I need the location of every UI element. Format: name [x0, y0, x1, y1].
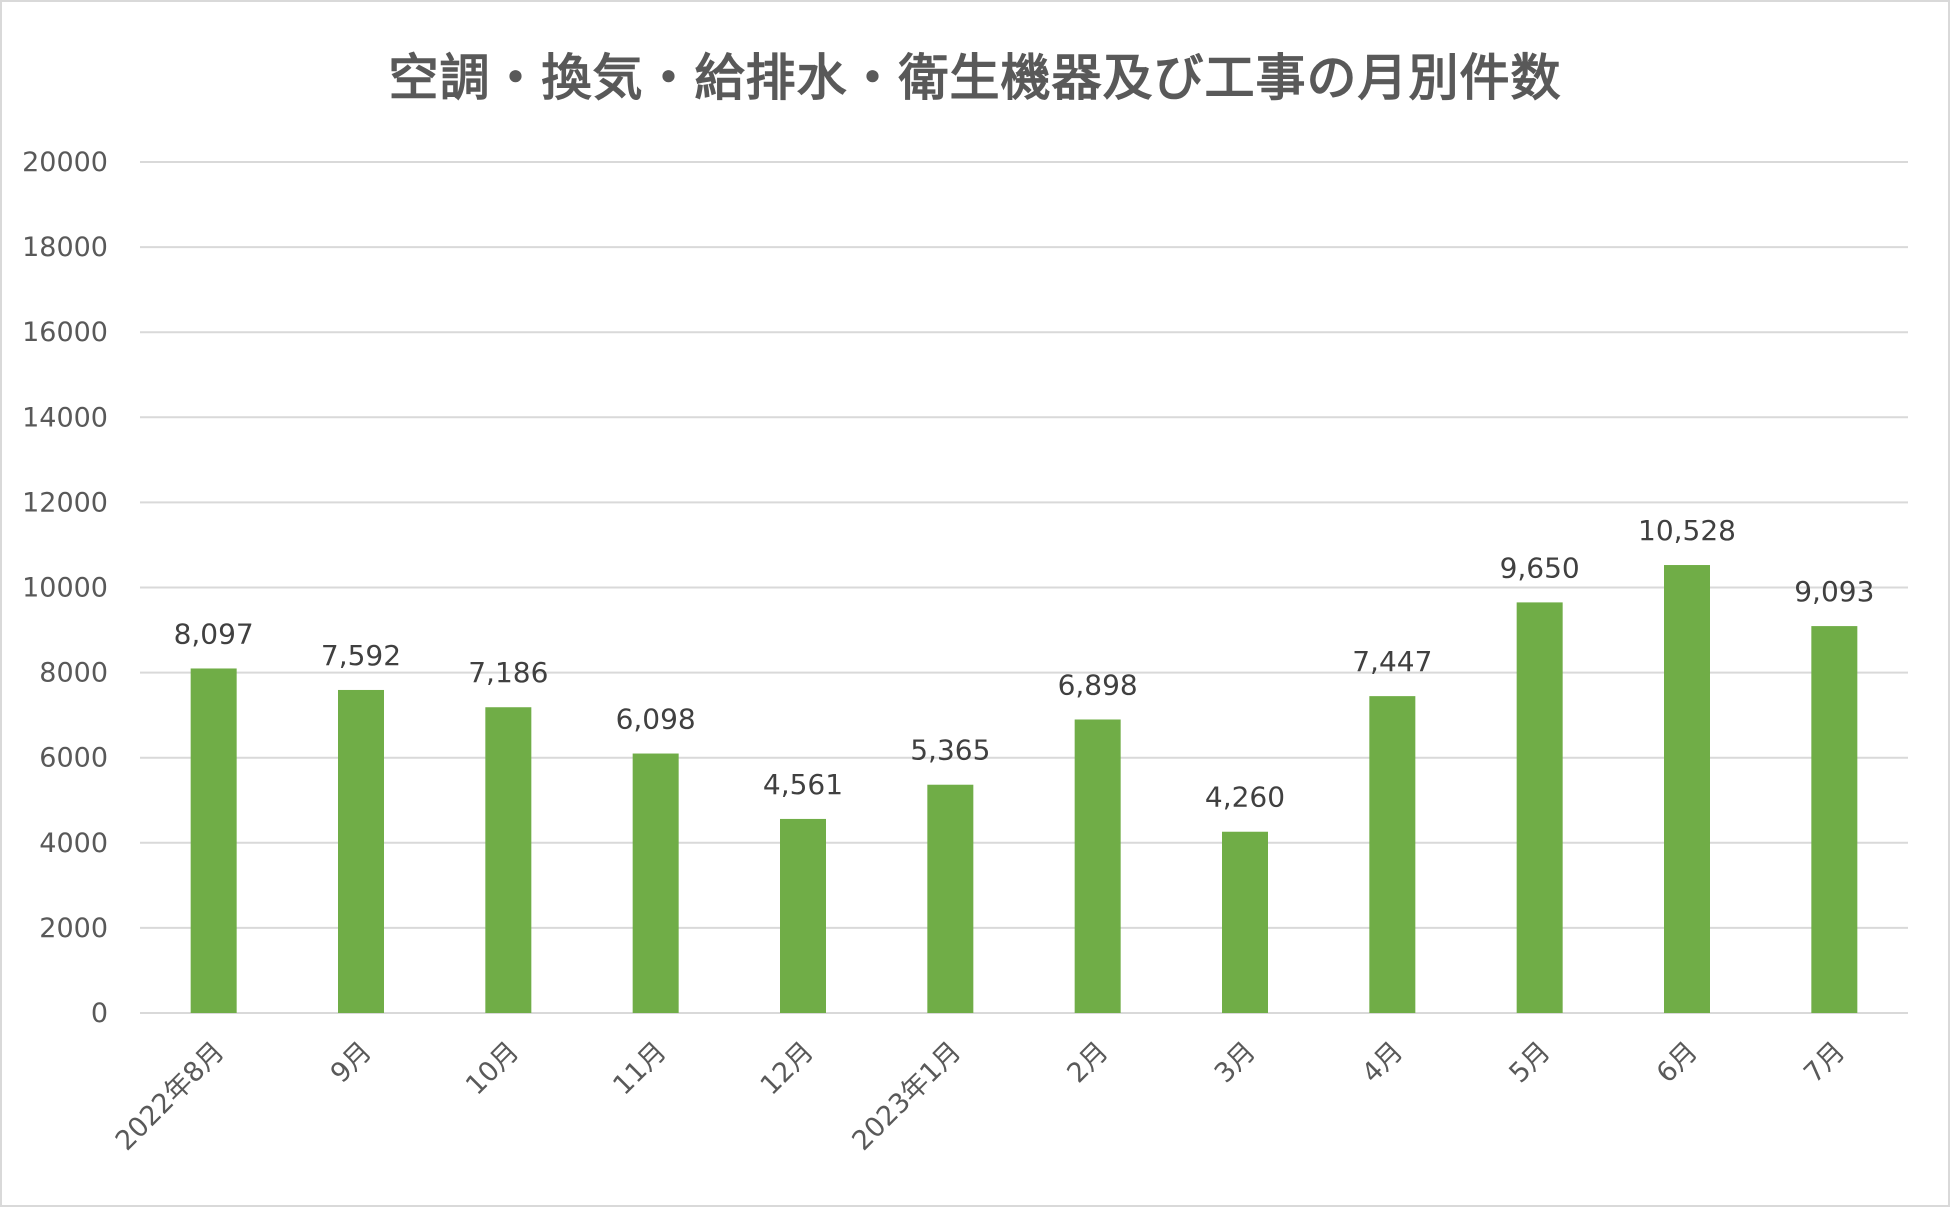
x-tick-label: 12月 — [755, 1036, 820, 1101]
x-tick-label: 2月 — [1061, 1036, 1114, 1089]
data-label: 4,561 — [763, 768, 843, 801]
x-tick-label: 5月 — [1503, 1036, 1556, 1089]
data-label: 4,260 — [1205, 781, 1285, 814]
x-tick-label: 6月 — [1651, 1036, 1704, 1089]
gridlines — [140, 161, 1908, 1014]
data-label: 9,650 — [1500, 551, 1580, 584]
bar-3 — [485, 707, 532, 1013]
y-tick-label: 10000 — [22, 573, 108, 604]
data-label: 8,097 — [174, 617, 254, 650]
x-tick-label: 4月 — [1356, 1036, 1409, 1089]
y-tick-label: 4000 — [39, 828, 108, 859]
bar-1 — [190, 668, 237, 1013]
y-tick-label: 14000 — [22, 402, 108, 433]
x-tick-label: 2022年8月 — [110, 1036, 231, 1157]
x-tick-label: 9月 — [325, 1036, 378, 1089]
bar-7 — [1074, 719, 1121, 1013]
y-axis-tick-labels: 0 2000 4000 6000 8000 10000 12000 14000 16000 180… — [22, 147, 108, 1029]
x-tick-label: 10月 — [460, 1036, 525, 1101]
bar-2 — [338, 689, 384, 1013]
bar-11 — [1664, 565, 1710, 1013]
bar-4 — [632, 753, 679, 1013]
y-tick-label: 2000 — [39, 913, 108, 944]
data-label: 7,592 — [321, 639, 401, 672]
bar-8 — [1222, 831, 1268, 1013]
x-tick-label: 3月 — [1209, 1036, 1262, 1089]
data-label: 7,186 — [468, 656, 548, 689]
data-label: 6,898 — [1058, 668, 1138, 701]
data-label: 10,528 — [1638, 514, 1736, 547]
bar-10 — [1516, 602, 1563, 1013]
bars — [190, 565, 1858, 1013]
y-tick-label: 18000 — [22, 232, 108, 263]
y-tick-label: 20000 — [22, 147, 108, 178]
y-tick-label: 0 — [91, 998, 108, 1029]
data-label: 9,093 — [1794, 575, 1874, 608]
y-tick-label: 6000 — [39, 743, 108, 774]
x-axis-category-labels: 2022年8月 9月 10月 11月 12月 2023年1月 2月 3月 4月 5月 6月 7月 — [110, 1036, 1852, 1157]
data-label: 5,365 — [910, 734, 990, 767]
bar-6 — [927, 784, 974, 1013]
chart-title: 空調・換気・給排水・衛生機器及び工事の月別件数 — [388, 49, 1562, 107]
x-tick-label: 2023年1月 — [846, 1036, 967, 1157]
x-tick-label: 11月 — [607, 1036, 672, 1101]
y-tick-label: 16000 — [22, 317, 108, 348]
y-tick-label: 8000 — [39, 658, 108, 689]
bar-5 — [780, 818, 826, 1013]
data-labels: 8,097 7,592 7,186 6,098 4,561 5,365 6,898 4,260… — [174, 514, 1875, 814]
y-tick-label: 12000 — [22, 487, 108, 518]
data-label: 7,447 — [1352, 645, 1432, 678]
x-tick-label: 7月 — [1798, 1036, 1851, 1089]
bar-9 — [1369, 696, 1416, 1013]
data-label: 6,098 — [616, 703, 696, 736]
bar-12 — [1811, 626, 1858, 1013]
